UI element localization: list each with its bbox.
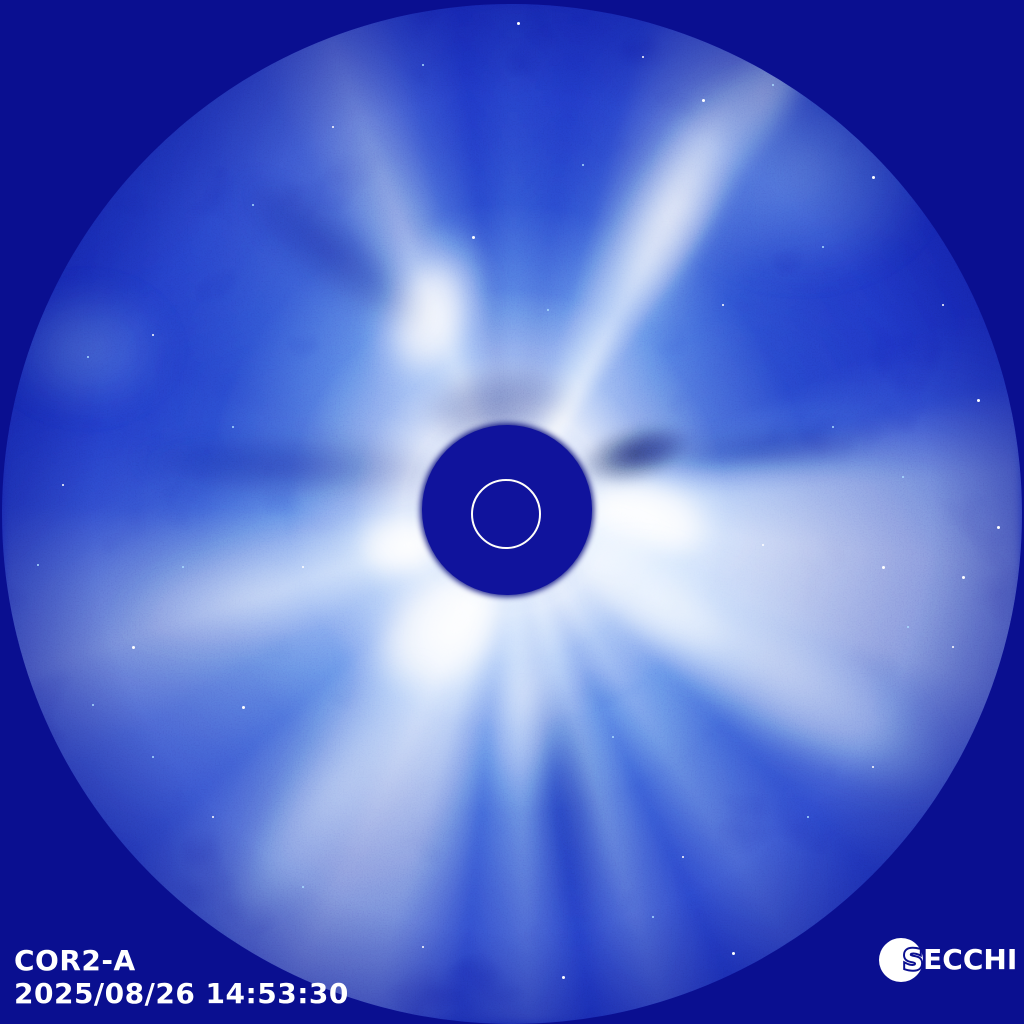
sun-diameter-circle [471, 479, 541, 549]
secchi-logo: SECCHI [879, 938, 1019, 982]
corona-field-of-view [2, 4, 1022, 1024]
timestamp-label: 2025/08/26 14:53:30 [14, 977, 349, 1010]
secchi-logo-text: SECCHI [903, 943, 1017, 976]
star-field [2, 4, 5, 7]
secchi-logo-circle-icon [879, 938, 923, 982]
image-caption: COR2-A 2025/08/26 14:53:30 [14, 944, 349, 1010]
instrument-label: COR2-A [14, 944, 136, 977]
